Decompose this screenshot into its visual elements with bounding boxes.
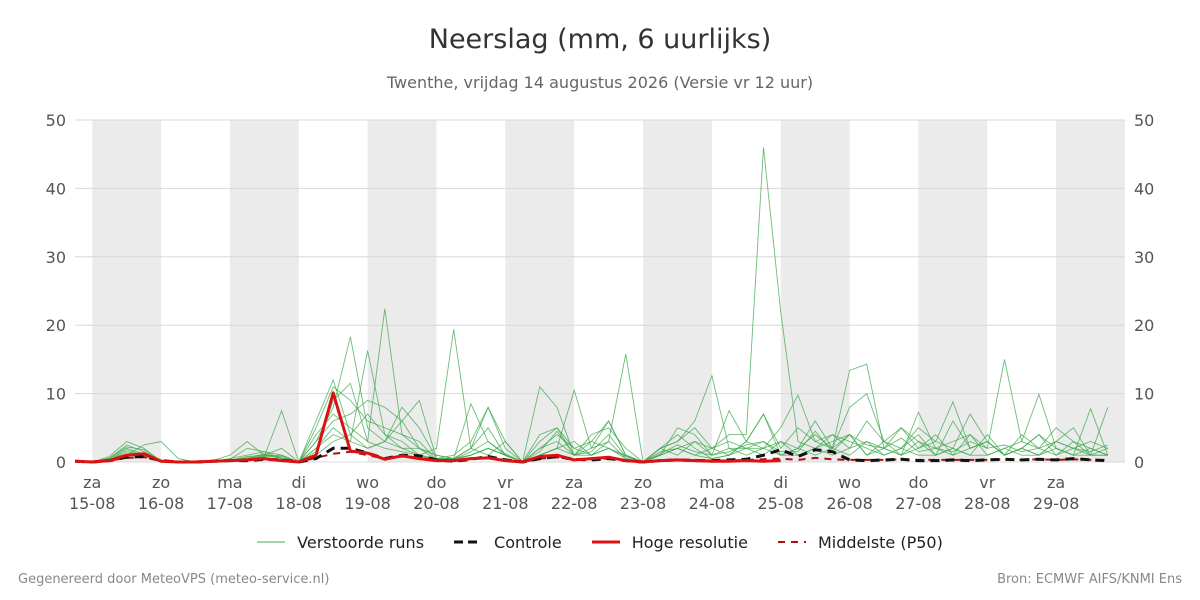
x-axis-ticks: za 15-08 zo 16-08 ma 17-08 di 18-08 wo 19-08 do 20-… bbox=[69, 473, 1079, 513]
x-tick-day: vr bbox=[497, 473, 513, 492]
x-tick-date: 21-08 bbox=[482, 494, 529, 513]
weekend-bands bbox=[92, 120, 1125, 462]
x-tick-day: ma bbox=[217, 473, 242, 492]
chart-title: Neerslag (mm, 6 uurlijks) bbox=[428, 24, 772, 55]
x-tick-day: ma bbox=[699, 473, 724, 492]
y-tick-label-left: 0 bbox=[56, 453, 66, 472]
x-tick-date: 25-08 bbox=[757, 494, 804, 513]
y-tick-label-right: 40 bbox=[1134, 179, 1154, 198]
x-tick-day: di bbox=[291, 473, 306, 492]
legend-item-control[interactable]: Controle bbox=[454, 533, 562, 552]
weekend-band bbox=[367, 120, 437, 462]
legend-label-median: Middelste (P50) bbox=[817, 532, 943, 552]
x-tick-date: 27-08 bbox=[895, 494, 942, 513]
x-tick-day: do bbox=[908, 473, 928, 492]
weekend-band bbox=[918, 120, 988, 462]
weekend-band bbox=[229, 120, 299, 462]
x-tick-date: 28-08 bbox=[964, 494, 1011, 513]
y-tick-label-right: 20 bbox=[1134, 316, 1154, 335]
x-tick-day: do bbox=[426, 473, 446, 492]
y-tick-label-right: 30 bbox=[1134, 248, 1154, 267]
x-tick-day: vr bbox=[979, 473, 995, 492]
thin-line-icon bbox=[257, 541, 286, 543]
chart-legend: Verstoorde runs Controle Hoge resolutie … bbox=[0, 530, 1200, 554]
legend-label-perturbed: Verstoorde runs bbox=[297, 532, 425, 552]
main-series-lines bbox=[74, 391, 1108, 464]
legend-item-median[interactable]: Middelste (P50) bbox=[777, 532, 943, 552]
ensemble-member-line bbox=[74, 382, 1108, 463]
x-tick-date: 20-08 bbox=[413, 494, 460, 513]
x-tick-date: 29-08 bbox=[1033, 494, 1080, 513]
x-tick-date: 19-08 bbox=[344, 494, 391, 513]
y-tick-label-left: 40 bbox=[46, 179, 66, 198]
legend-label-high-resolution: Hoge resolutie bbox=[631, 532, 748, 552]
y-tick-label-right: 0 bbox=[1134, 453, 1144, 472]
x-tick-date: 17-08 bbox=[207, 494, 254, 513]
y-axis-ticks: 0 0 10 10 20 20 30 30 40 40 50 50 bbox=[46, 111, 1155, 472]
x-tick-date: 26-08 bbox=[826, 494, 873, 513]
solid-line-icon bbox=[591, 540, 620, 544]
legend-label-control: Controle bbox=[494, 532, 562, 552]
x-tick-day: di bbox=[773, 473, 788, 492]
x-tick-day: wo bbox=[838, 473, 861, 492]
source-note: Bron: ECMWF AIFS/KNMI Ens bbox=[997, 572, 1182, 587]
y-tick-label-left: 50 bbox=[46, 111, 66, 130]
y-tick-label-left: 10 bbox=[46, 385, 66, 404]
chart-subtitle: Twenthe, vrijdag 14 augustus 2026 (Versi… bbox=[386, 73, 814, 92]
legend-item-perturbed[interactable]: Verstoorde runs bbox=[257, 533, 424, 552]
generated-by-note: Gegenereerd door MeteoVPS (meteo-service… bbox=[18, 572, 330, 587]
x-tick-date: 15-08 bbox=[69, 494, 116, 513]
weekend-band bbox=[643, 120, 712, 462]
x-tick-day: zo bbox=[634, 473, 652, 492]
weekend-band bbox=[505, 120, 575, 462]
x-tick-date: 22-08 bbox=[551, 494, 598, 513]
y-tick-label-right: 50 bbox=[1134, 111, 1154, 130]
x-tick-day: wo bbox=[356, 473, 379, 492]
grid-lines bbox=[75, 119, 1125, 463]
x-tick-date: 16-08 bbox=[138, 494, 185, 513]
x-tick-day: za bbox=[565, 473, 583, 492]
x-tick-date: 24-08 bbox=[689, 494, 736, 513]
x-tick-date: 23-08 bbox=[620, 494, 667, 513]
y-tick-label-right: 10 bbox=[1134, 385, 1154, 404]
dashed-line-icon bbox=[454, 540, 483, 544]
weekend-band bbox=[92, 120, 162, 462]
y-tick-label-left: 20 bbox=[46, 316, 66, 335]
x-tick-day: za bbox=[1047, 473, 1065, 492]
x-tick-day: zo bbox=[152, 473, 170, 492]
x-tick-day: za bbox=[83, 473, 101, 492]
y-tick-label-left: 30 bbox=[46, 248, 66, 267]
legend-item-high-resolution[interactable]: Hoge resolutie bbox=[591, 532, 748, 552]
weekend-band bbox=[780, 120, 850, 462]
dashed-line-icon bbox=[777, 541, 806, 543]
weekend-band bbox=[1056, 120, 1125, 462]
high-resolution-line bbox=[74, 391, 781, 464]
x-tick-date: 18-08 bbox=[276, 494, 323, 513]
